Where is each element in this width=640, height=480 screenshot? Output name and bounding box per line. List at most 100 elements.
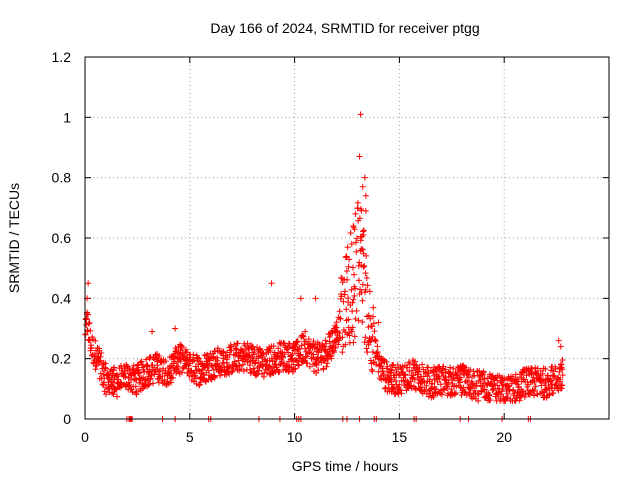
data-point bbox=[167, 365, 174, 372]
data-point bbox=[143, 356, 150, 363]
data-point bbox=[559, 357, 566, 364]
data-point bbox=[291, 366, 298, 373]
data-point bbox=[457, 374, 464, 381]
data-point bbox=[320, 365, 327, 372]
data-point bbox=[268, 280, 275, 287]
data-point bbox=[247, 366, 254, 373]
data-point bbox=[169, 374, 176, 381]
data-point bbox=[399, 363, 406, 370]
data-point bbox=[384, 363, 391, 370]
data-point bbox=[162, 358, 169, 365]
data-point bbox=[302, 338, 309, 345]
data-point bbox=[513, 377, 520, 384]
data-point bbox=[310, 338, 317, 345]
data-point bbox=[132, 389, 139, 396]
data-point bbox=[322, 337, 329, 344]
data-point bbox=[86, 319, 93, 326]
data-point bbox=[100, 382, 107, 389]
data-point bbox=[530, 374, 537, 381]
data-point bbox=[156, 367, 163, 374]
data-point bbox=[300, 333, 307, 340]
data-point bbox=[468, 378, 475, 385]
data-point bbox=[279, 354, 286, 361]
data-point bbox=[350, 296, 357, 303]
data-point bbox=[539, 370, 546, 377]
data-point bbox=[87, 327, 94, 334]
data-point bbox=[289, 351, 296, 358]
data-point bbox=[92, 337, 99, 344]
data-point bbox=[297, 295, 304, 302]
data-point bbox=[211, 374, 218, 381]
data-point bbox=[423, 382, 430, 389]
data-point bbox=[175, 363, 182, 370]
data-point bbox=[365, 312, 372, 319]
data-point bbox=[266, 370, 273, 377]
data-point bbox=[257, 346, 264, 353]
data-point bbox=[145, 382, 152, 389]
data-point bbox=[275, 345, 282, 352]
data-point bbox=[554, 379, 561, 386]
x-tick-label: 20 bbox=[496, 429, 512, 445]
data-point bbox=[542, 366, 549, 373]
data-point bbox=[349, 264, 356, 271]
y-tick-label: 1 bbox=[63, 109, 71, 125]
data-point bbox=[372, 338, 379, 345]
data-point bbox=[310, 351, 317, 358]
y-tick-label: 0.2 bbox=[52, 351, 72, 367]
data-point bbox=[557, 343, 564, 350]
data-point bbox=[349, 299, 356, 306]
x-tick-label: 0 bbox=[81, 429, 89, 445]
data-point bbox=[161, 376, 168, 383]
data-point bbox=[98, 350, 105, 357]
data-point bbox=[156, 352, 163, 359]
data-point bbox=[343, 306, 350, 313]
data-point bbox=[534, 365, 541, 372]
data-point bbox=[351, 292, 358, 299]
data-point bbox=[129, 389, 136, 396]
data-point bbox=[397, 387, 404, 394]
data-point bbox=[115, 383, 122, 390]
data-point bbox=[349, 324, 356, 331]
data-point bbox=[133, 388, 140, 395]
data-point bbox=[481, 386, 488, 393]
data-point bbox=[361, 262, 368, 269]
data-point bbox=[357, 111, 364, 118]
data-point bbox=[350, 339, 357, 346]
data-point bbox=[374, 343, 381, 350]
data-point bbox=[203, 352, 210, 359]
data-point bbox=[348, 240, 355, 247]
data-point bbox=[88, 344, 95, 351]
data-point bbox=[102, 391, 109, 398]
data-point bbox=[352, 285, 359, 292]
data-point bbox=[86, 337, 93, 344]
data-point bbox=[296, 345, 303, 352]
data-point bbox=[147, 375, 154, 382]
data-point bbox=[342, 341, 349, 348]
data-point bbox=[232, 363, 239, 370]
data-point bbox=[557, 376, 564, 383]
data-point bbox=[359, 183, 366, 190]
data-point bbox=[151, 364, 158, 371]
data-point bbox=[162, 367, 169, 374]
data-point bbox=[295, 362, 302, 369]
data-point bbox=[403, 387, 410, 394]
data-point bbox=[192, 375, 199, 382]
data-point bbox=[427, 386, 434, 393]
data-point bbox=[109, 389, 116, 396]
data-point bbox=[537, 377, 544, 384]
y-axis-label: SRMTID / TECUs bbox=[6, 183, 22, 293]
data-point bbox=[404, 364, 411, 371]
data-point bbox=[447, 364, 454, 371]
data-point bbox=[312, 295, 319, 302]
data-point bbox=[270, 343, 277, 350]
data-point bbox=[134, 362, 141, 369]
data-point bbox=[333, 336, 340, 343]
data-point bbox=[146, 381, 153, 388]
data-point bbox=[352, 239, 359, 246]
data-point bbox=[355, 277, 362, 284]
data-point bbox=[345, 316, 352, 323]
data-point bbox=[516, 397, 523, 404]
data-point bbox=[391, 374, 398, 381]
data-point bbox=[416, 364, 423, 371]
data-point bbox=[547, 367, 554, 374]
